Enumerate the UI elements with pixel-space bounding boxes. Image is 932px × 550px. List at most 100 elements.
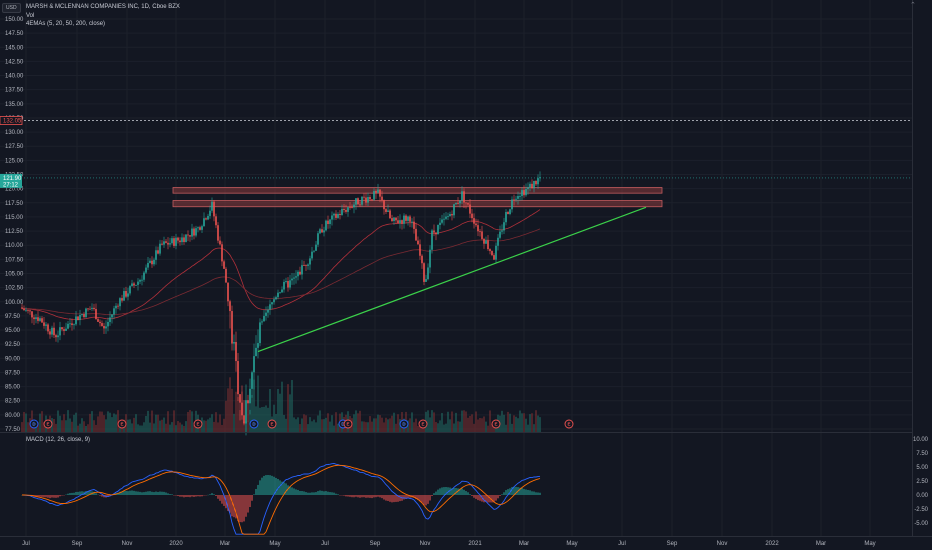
volume-bar bbox=[317, 415, 319, 432]
macd-histogram-bar bbox=[325, 491, 327, 495]
candle-body bbox=[189, 235, 191, 237]
candle-body bbox=[357, 198, 359, 205]
volume-bar bbox=[373, 418, 375, 432]
candle-body bbox=[211, 201, 213, 211]
volume-bar bbox=[457, 421, 459, 432]
macd-histogram-bar bbox=[347, 495, 349, 497]
candle-body bbox=[171, 238, 173, 244]
resistance-zones[interactable] bbox=[172, 187, 663, 208]
macd-histogram-bar bbox=[363, 495, 365, 498]
macd-histogram-bar bbox=[469, 494, 471, 495]
candle-body bbox=[389, 210, 391, 219]
macd-histogram-bar bbox=[221, 495, 223, 504]
resistance-zone bbox=[172, 187, 663, 194]
macd-histogram-bar bbox=[373, 495, 375, 498]
price-tick: 80.00 bbox=[5, 413, 21, 419]
candle-body bbox=[235, 342, 237, 362]
macd-histogram-bar bbox=[89, 491, 91, 495]
candle-body bbox=[485, 240, 487, 244]
currency-label: USD bbox=[6, 5, 17, 11]
volume-bar bbox=[173, 410, 175, 432]
volume-bar bbox=[203, 420, 205, 432]
candle-body bbox=[453, 204, 455, 216]
volume-bar bbox=[37, 422, 39, 432]
price-tick: 137.50 bbox=[5, 88, 24, 94]
macd-histogram-bar bbox=[445, 487, 447, 495]
macd-histogram-bar bbox=[531, 491, 533, 495]
collapse-icon[interactable]: ⌃ bbox=[910, 2, 916, 9]
alert-price-tag bbox=[0, 116, 23, 125]
macd-histogram-bar bbox=[75, 491, 77, 495]
macd-histogram-bar bbox=[475, 495, 477, 499]
macd-histogram-bar bbox=[167, 493, 169, 495]
symbol-title[interactable]: MARSH & MCLENNAN COMPANIES INC, 1D, Cboe… bbox=[26, 4, 180, 10]
volume-bar bbox=[161, 419, 163, 432]
candle-body bbox=[427, 267, 429, 280]
candle-body bbox=[77, 316, 79, 321]
candle-body bbox=[185, 234, 187, 243]
candle-body bbox=[507, 212, 509, 215]
green-trendline bbox=[257, 206, 647, 353]
macd-histogram-bar bbox=[213, 494, 215, 495]
candle-body bbox=[395, 217, 397, 221]
macd-histogram-bar bbox=[87, 491, 89, 495]
volume-bar bbox=[429, 417, 431, 432]
candle-body bbox=[461, 191, 463, 201]
candle-body bbox=[465, 202, 467, 204]
candle-body bbox=[227, 282, 229, 302]
candle-body bbox=[157, 250, 159, 254]
volume-bar bbox=[517, 418, 519, 432]
macd-histogram-bar bbox=[403, 495, 405, 500]
candle-body bbox=[49, 331, 51, 335]
candle-body bbox=[221, 244, 223, 262]
macd-histogram-bar bbox=[51, 495, 53, 498]
macd-legend[interactable]: MACD (12, 26, close, 9) bbox=[26, 437, 91, 443]
macd-histogram-bar bbox=[351, 495, 353, 498]
volume-bar bbox=[485, 421, 487, 432]
volume-bar bbox=[511, 423, 513, 432]
macd-tick: 0.00 bbox=[916, 493, 928, 499]
candle-body bbox=[457, 203, 459, 204]
volume-bar bbox=[169, 424, 171, 432]
volume-bar bbox=[491, 424, 493, 432]
candle-body bbox=[163, 241, 165, 245]
currency-button[interactable]: USD bbox=[2, 3, 21, 13]
candle-body bbox=[143, 272, 145, 280]
volume-bar bbox=[525, 418, 527, 432]
volume-bar bbox=[445, 423, 447, 432]
macd-histogram-bar bbox=[121, 491, 123, 495]
candle-body bbox=[105, 326, 107, 329]
macd-histogram-bar bbox=[503, 492, 505, 495]
candle-body bbox=[97, 319, 99, 322]
volume-bar bbox=[395, 423, 397, 432]
candle-body bbox=[353, 204, 355, 208]
volume-bar bbox=[231, 388, 233, 432]
macd-histogram-bar bbox=[441, 487, 443, 495]
candle-body bbox=[231, 311, 233, 344]
volume-bar bbox=[111, 417, 113, 432]
candle-body bbox=[229, 301, 231, 312]
ema-legend[interactable]: 4EMAs (5, 20, 50, 200, close) bbox=[26, 21, 106, 27]
candle-body bbox=[275, 297, 277, 300]
volume-bar bbox=[223, 418, 225, 432]
candle-body bbox=[393, 217, 395, 222]
candle-body bbox=[335, 213, 337, 218]
candle-body bbox=[107, 321, 109, 327]
event-letter: D bbox=[32, 422, 36, 427]
macd-histogram-bar bbox=[303, 491, 305, 495]
trendline[interactable] bbox=[257, 206, 647, 353]
volume-legend[interactable]: Vol bbox=[26, 12, 35, 19]
volume-bar bbox=[97, 416, 99, 432]
macd-histogram-bar bbox=[495, 495, 497, 501]
candle-body bbox=[471, 213, 473, 219]
volume-bar bbox=[221, 424, 223, 432]
macd-histogram-bar bbox=[179, 495, 181, 497]
volume-bar bbox=[87, 424, 89, 432]
volume-bar bbox=[249, 409, 251, 432]
macd-line bbox=[21, 463, 541, 535]
macd-histogram-bar bbox=[37, 495, 39, 497]
candle-body bbox=[285, 281, 287, 282]
price-tick: 82.50 bbox=[5, 399, 21, 405]
